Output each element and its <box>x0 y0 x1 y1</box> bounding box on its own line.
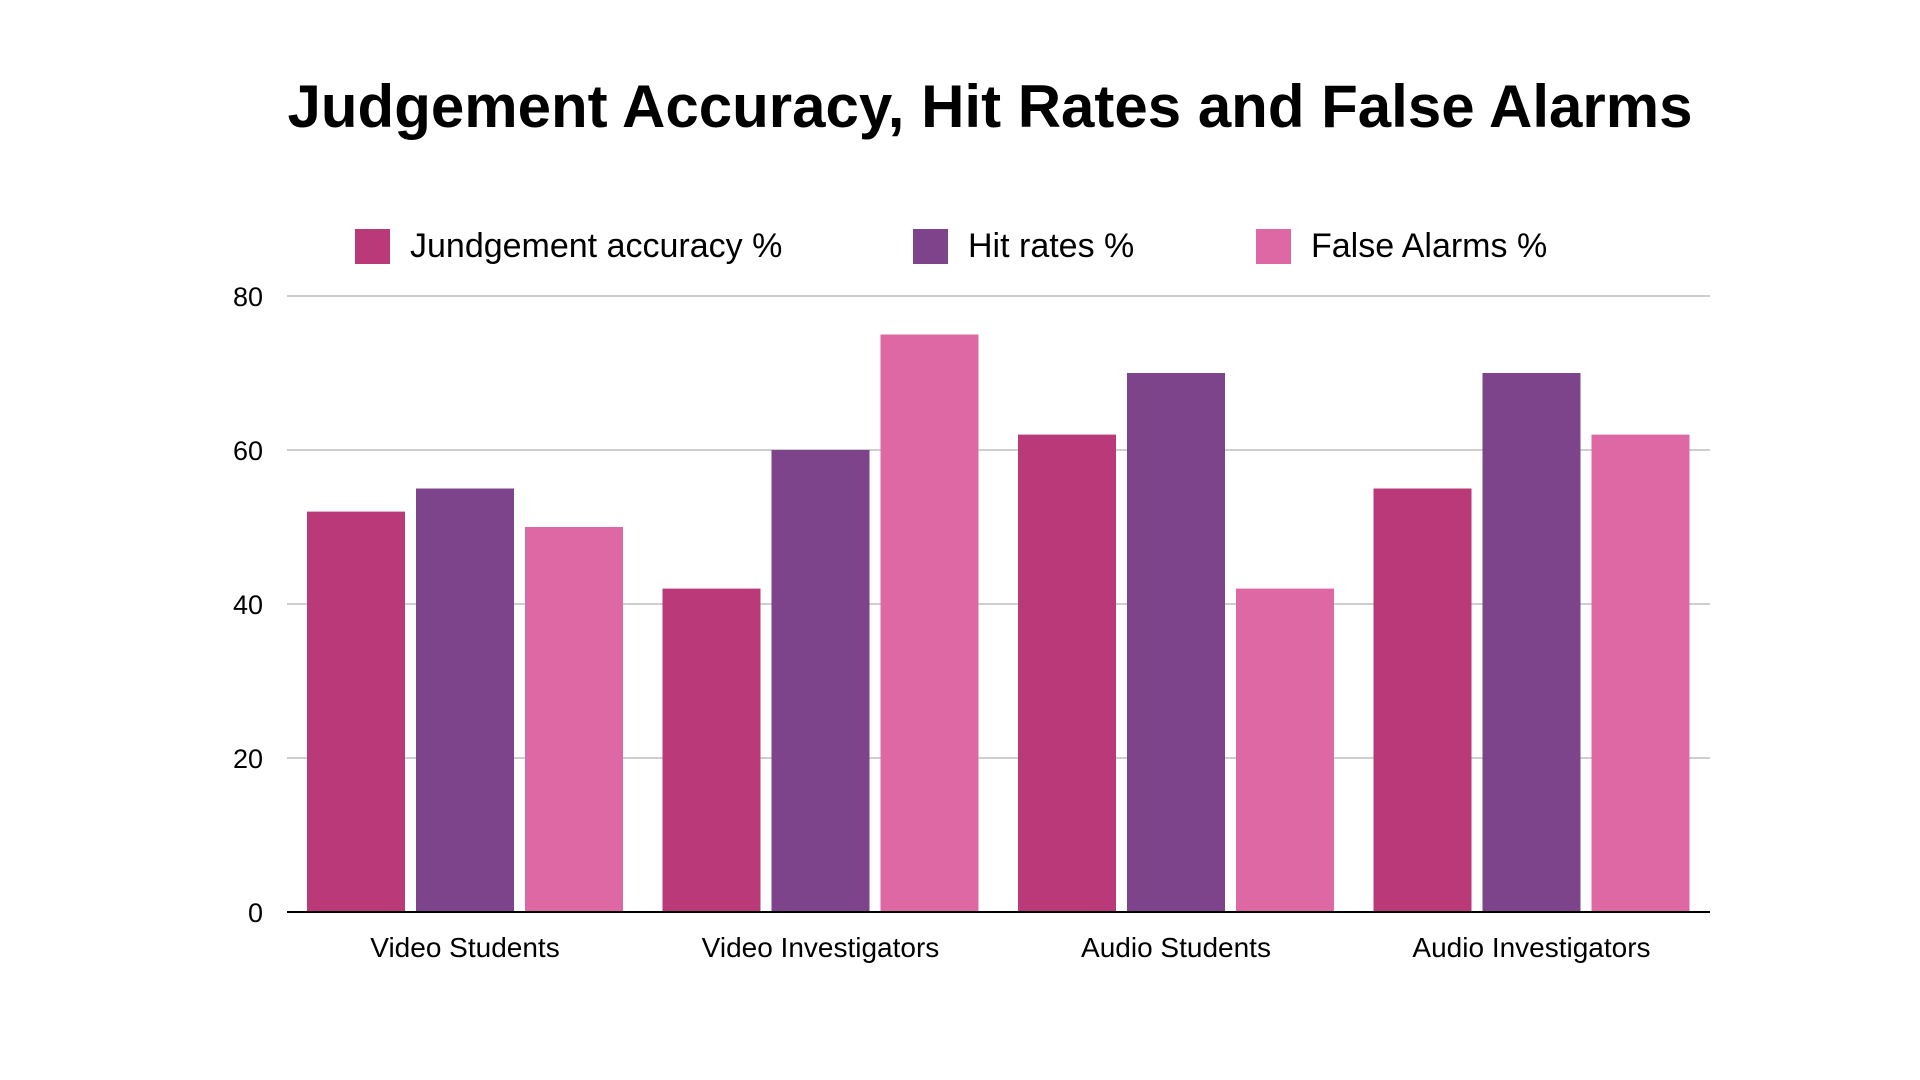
y-tick-labels: 0 20 40 60 80 <box>233 282 263 928</box>
legend-swatch-false-alarms <box>1256 228 1291 264</box>
y-tick-label-60: 60 <box>233 436 263 466</box>
legend-swatch-hit-rates <box>913 228 948 264</box>
bars <box>307 334 1690 912</box>
bar-video-investigators-jundgement-accuracy <box>662 588 761 912</box>
legend-item-hit-rates: Hit rates % <box>913 226 1134 266</box>
bar-video-students-false-alarms <box>525 527 623 912</box>
x-category-label-audio-students: Audio Students <box>1081 932 1271 963</box>
bar-audio-investigators-hit-rates <box>1482 373 1581 912</box>
bar-audio-students-false-alarms <box>1236 588 1334 912</box>
bar-audio-students-jundgement-accuracy <box>1018 434 1116 912</box>
bar-audio-investigators-false-alarms <box>1591 434 1690 912</box>
x-category-label-video-students: Video Students <box>370 932 559 963</box>
bar-audio-students-hit-rates <box>1127 373 1225 912</box>
x-category-label-audio-investigators: Audio Investigators <box>1412 932 1650 963</box>
legend-swatch-accuracy <box>355 228 390 264</box>
y-tick-label-20: 20 <box>233 744 263 774</box>
bar-video-students-hit-rates <box>416 488 514 912</box>
bar-audio-investigators-jundgement-accuracy <box>1373 488 1472 912</box>
bar-video-investigators-hit-rates <box>771 450 870 912</box>
x-category-label-video-investigators: Video Investigators <box>702 932 940 963</box>
bar-video-students-jundgement-accuracy <box>307 511 405 912</box>
y-tick-label-0: 0 <box>248 898 263 928</box>
legend-label-hit-rates: Hit rates % <box>968 226 1135 265</box>
y-tick-label-80: 80 <box>233 282 263 312</box>
legend-label-false-alarms: False Alarms % <box>1311 226 1548 265</box>
gridlines <box>287 295 1710 759</box>
legend-label-accuracy: Jundgement accuracy % <box>410 226 783 265</box>
y-tick-label-40: 40 <box>233 590 263 620</box>
x-category-labels: Video Students Video Investigators Audio S… <box>370 932 1650 963</box>
legend-item-accuracy: Jundgement accuracy % <box>355 226 782 266</box>
legend-item-false-alarms: False Alarms % <box>1256 226 1547 266</box>
chart-title: Judgement Accuracy, Hit Rates and False … <box>287 73 1693 140</box>
bar-video-investigators-false-alarms <box>880 334 979 912</box>
